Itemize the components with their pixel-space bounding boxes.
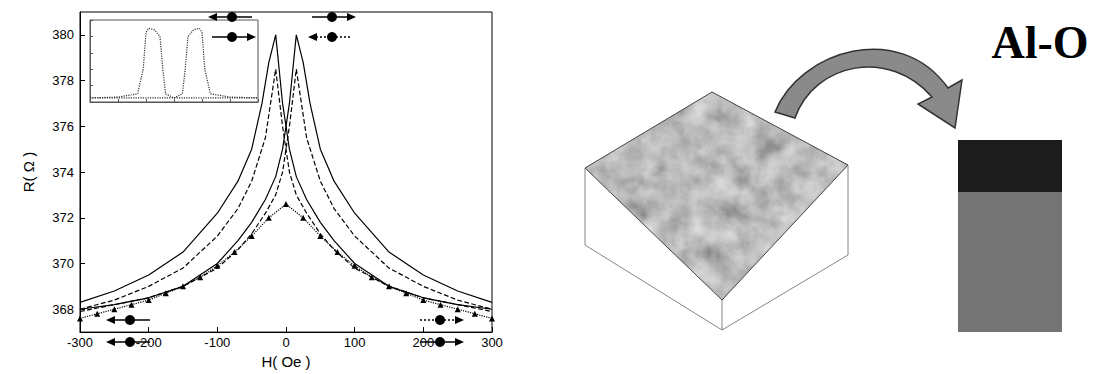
svg-text:200: 200 — [412, 335, 435, 351]
svg-text:-100: -100 — [204, 335, 230, 350]
svg-text:372: 372 — [52, 210, 74, 225]
svg-text:378: 378 — [52, 73, 74, 88]
svg-text:380: 380 — [52, 27, 74, 42]
svg-text:-300: -300 — [67, 335, 93, 350]
svg-text:R( Ω ): R( Ω ) — [20, 152, 37, 192]
svg-text:100: 100 — [344, 335, 366, 350]
svg-text:0: 0 — [282, 335, 289, 350]
svg-text:370: 370 — [52, 256, 74, 271]
svg-text:376: 376 — [52, 119, 74, 134]
svg-text:H( Oe ): H( Oe ) — [261, 353, 310, 370]
svg-text:-200: -200 — [135, 335, 162, 351]
svg-text:374: 374 — [52, 165, 74, 180]
svg-text:300: 300 — [481, 335, 503, 350]
svg-text:Al-O: Al-O — [991, 17, 1088, 68]
svg-text:368: 368 — [52, 302, 74, 317]
